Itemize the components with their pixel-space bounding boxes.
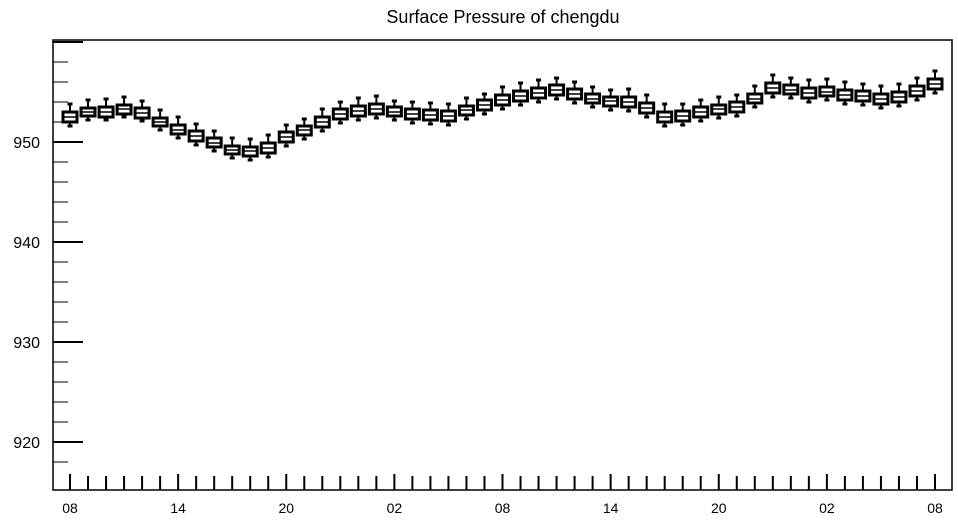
box-item	[115, 95, 133, 119]
box-item	[512, 81, 530, 107]
box-item	[187, 122, 205, 147]
box-item	[439, 102, 457, 127]
box-item	[241, 137, 259, 162]
box-item	[61, 102, 79, 128]
box-item	[169, 115, 187, 140]
box-item	[205, 129, 223, 153]
y-tick-label: 920	[13, 435, 40, 452]
x-tick-label: 14	[603, 500, 619, 516]
box-item	[403, 100, 421, 125]
box-item	[746, 84, 764, 109]
box-item	[800, 78, 818, 104]
box-item	[638, 93, 656, 119]
box-item	[890, 82, 908, 108]
box-item	[818, 77, 836, 102]
box-item	[764, 73, 782, 99]
box-item	[782, 76, 800, 100]
x-tick-label: 02	[819, 500, 835, 516]
box-item	[620, 87, 638, 113]
x-axis: 08 14 20 02 08 14 20 02 08	[62, 474, 943, 516]
box-item	[602, 88, 620, 112]
box-item	[97, 97, 115, 122]
box-item	[836, 80, 854, 106]
box-item	[367, 94, 385, 120]
box-item	[151, 108, 169, 132]
box-item	[710, 95, 728, 120]
box-item	[277, 123, 295, 148]
x-tick-label: 08	[927, 500, 943, 516]
y-tick-label: 940	[13, 235, 40, 252]
box-item	[457, 96, 475, 121]
box-item	[908, 76, 926, 102]
box-item	[854, 82, 872, 107]
box-item	[475, 92, 493, 116]
x-tick-label: 20	[711, 500, 727, 516]
box-item	[421, 101, 439, 126]
box-item	[133, 99, 151, 123]
box-item	[259, 133, 277, 159]
box-item	[674, 102, 692, 127]
x-tick-label: 08	[495, 500, 511, 516]
y-tick-label: 950	[13, 135, 40, 152]
box-item	[566, 80, 584, 105]
x-tick-label: 20	[278, 500, 294, 516]
x-tick-label: 14	[170, 500, 186, 516]
box-item	[331, 100, 349, 125]
y-tick-label: 930	[13, 335, 40, 352]
box-item	[584, 85, 602, 109]
box-item	[79, 98, 97, 122]
y-axis: 920 930 940 950	[13, 41, 83, 463]
box-item	[223, 136, 241, 160]
box-item	[656, 102, 674, 128]
box-series	[61, 69, 944, 162]
box-item	[530, 78, 548, 104]
box-item	[692, 98, 710, 123]
x-tick-label: 02	[387, 500, 403, 516]
box-item	[349, 96, 367, 122]
box-item	[926, 69, 944, 95]
box-item	[494, 85, 511, 111]
box-item	[728, 93, 746, 118]
box-item	[548, 76, 566, 101]
x-tick-label: 08	[62, 500, 78, 516]
chart-title: Surface Pressure of chengdu	[386, 7, 619, 27]
box-item	[385, 99, 403, 122]
box-item	[872, 84, 890, 110]
box-item	[313, 107, 331, 133]
box-item	[295, 117, 313, 141]
